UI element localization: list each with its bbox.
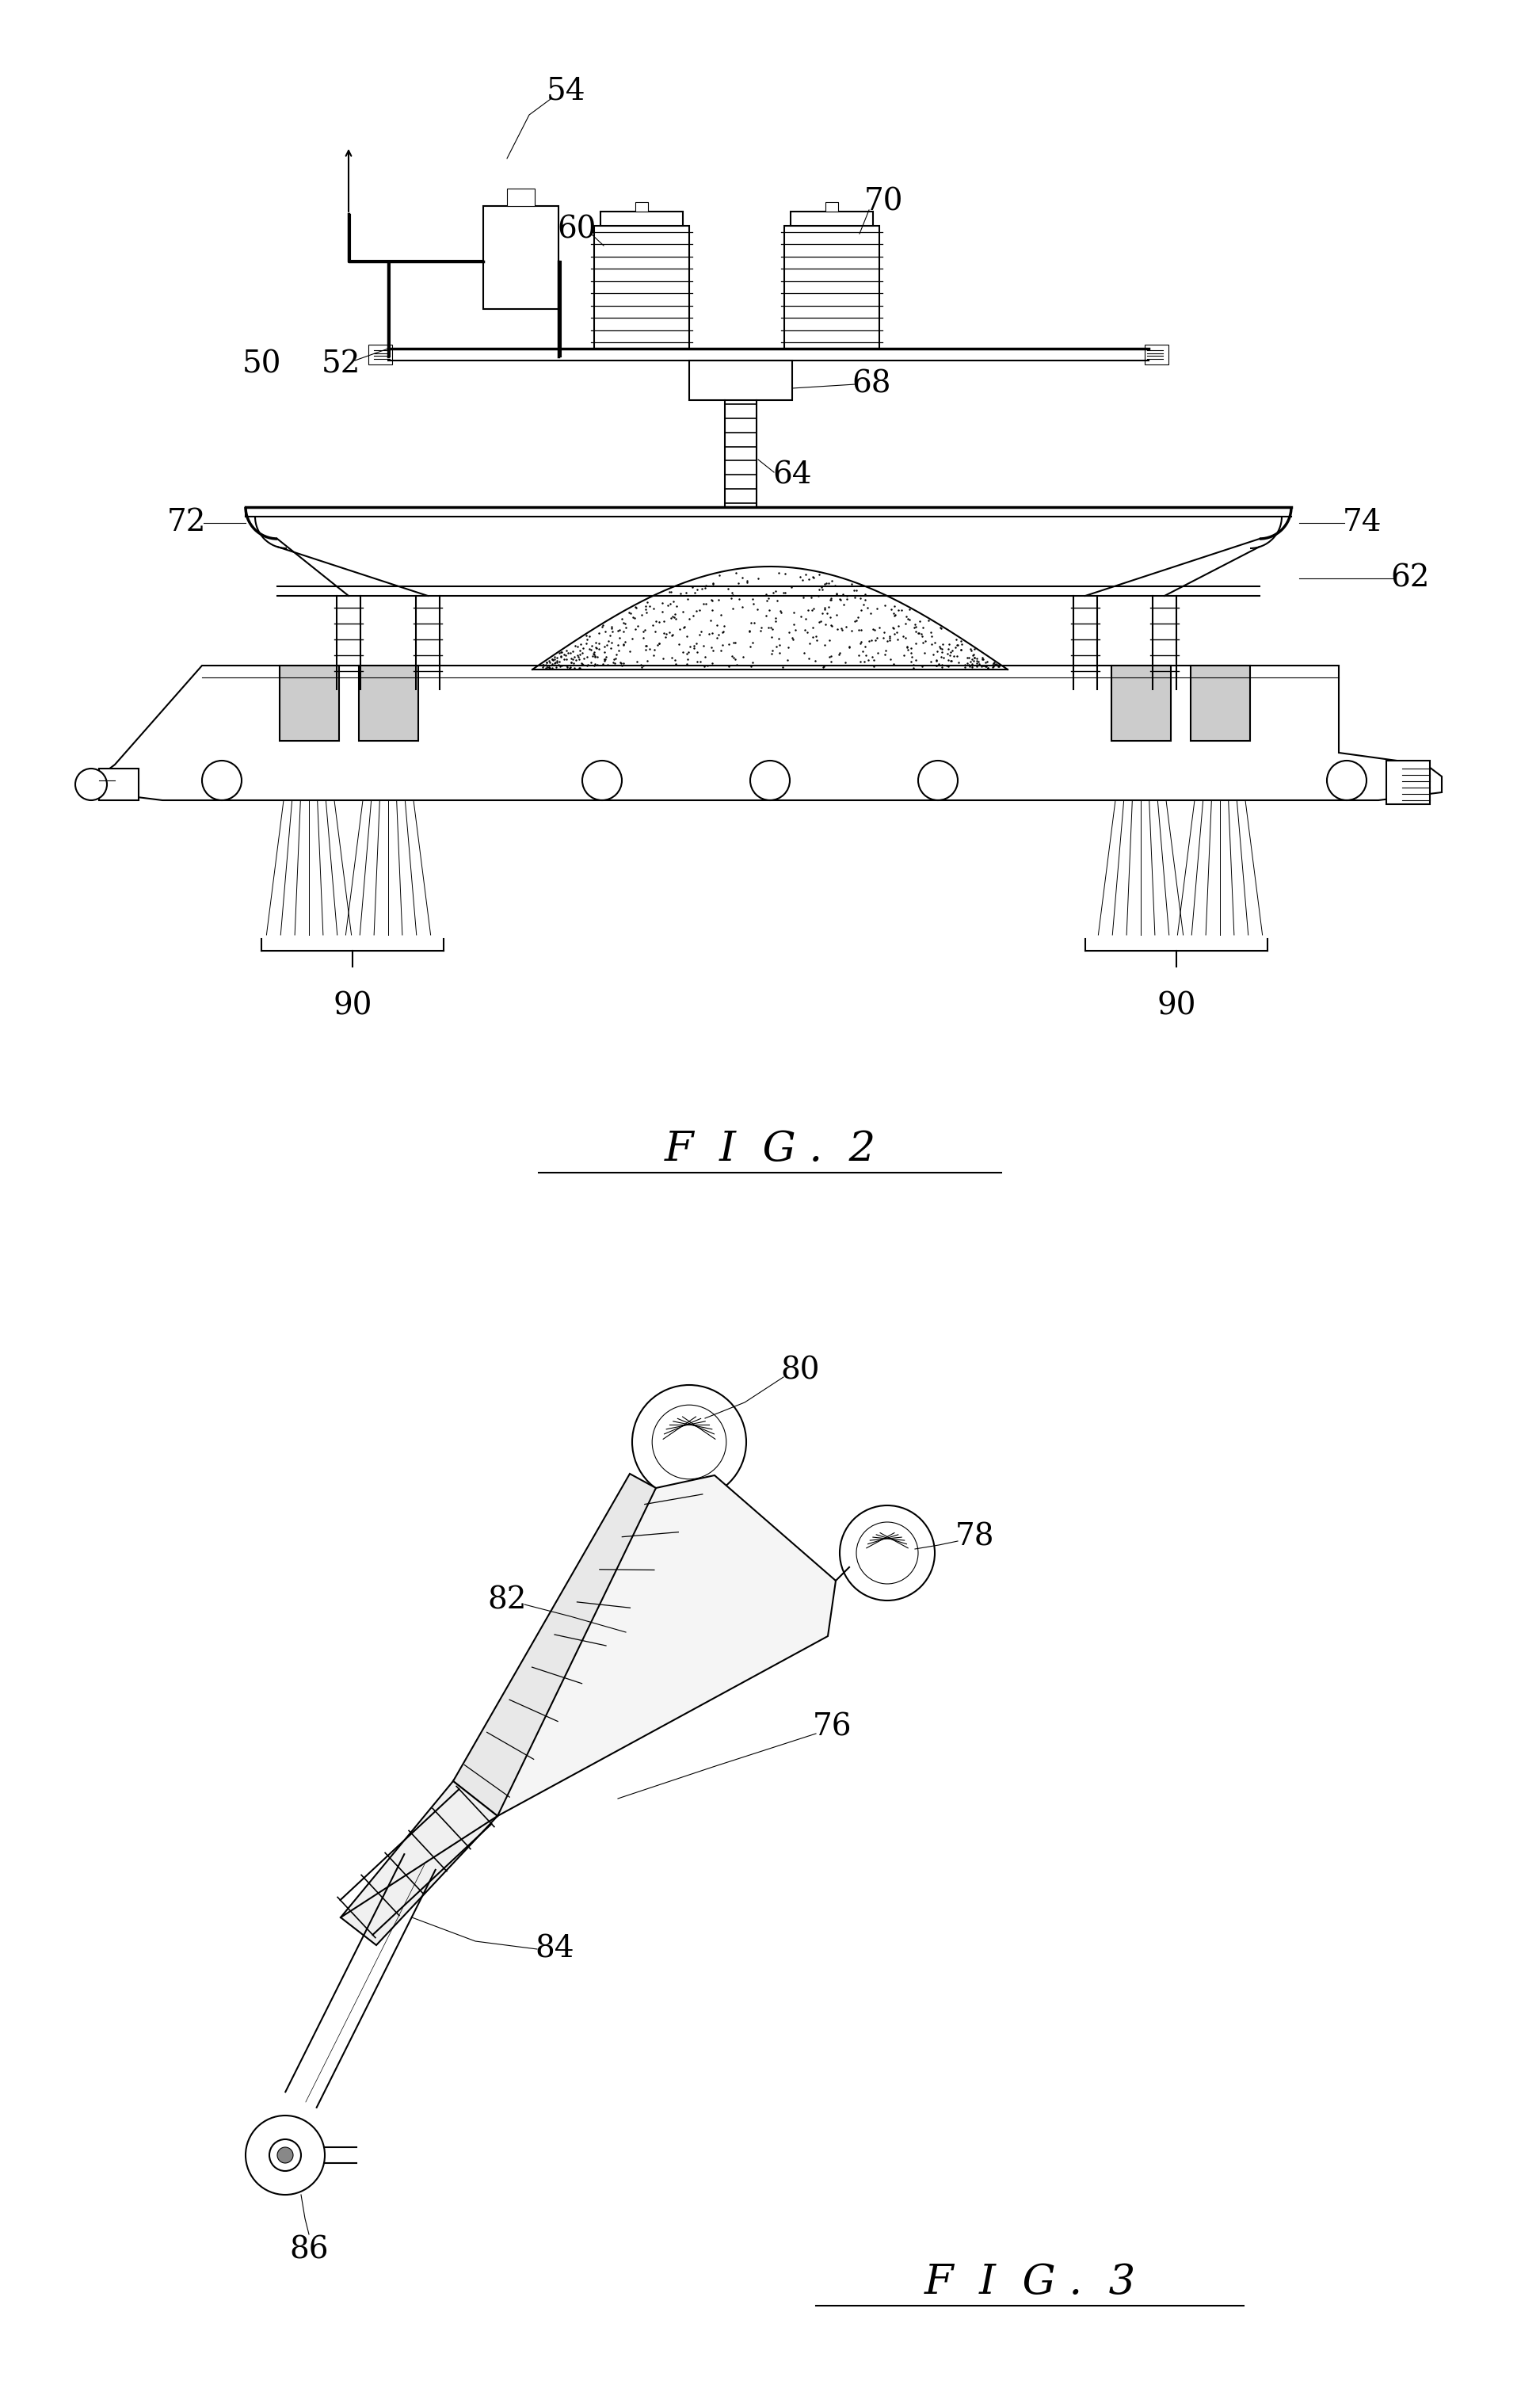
Bar bbox=[636, 201, 648, 211]
Circle shape bbox=[856, 1521, 918, 1584]
Bar bbox=[1112, 666, 1170, 740]
Text: 84: 84 bbox=[534, 1934, 574, 1965]
Bar bbox=[484, 206, 559, 309]
Text: 72: 72 bbox=[166, 508, 206, 537]
Circle shape bbox=[277, 2147, 293, 2164]
Bar bbox=[825, 201, 838, 211]
Text: 62: 62 bbox=[1391, 563, 1429, 594]
Bar bbox=[1386, 760, 1429, 805]
Text: 60: 60 bbox=[557, 216, 596, 244]
Polygon shape bbox=[453, 1476, 836, 1816]
Circle shape bbox=[1150, 690, 1178, 719]
Text: 54: 54 bbox=[547, 77, 587, 105]
Bar bbox=[790, 211, 873, 225]
Polygon shape bbox=[340, 1780, 497, 1946]
Bar bbox=[1190, 666, 1250, 740]
Bar bbox=[594, 225, 690, 350]
Text: F  I  G .  3: F I G . 3 bbox=[924, 2262, 1135, 2303]
Bar bbox=[368, 345, 393, 364]
Polygon shape bbox=[453, 1474, 656, 1816]
Text: 74: 74 bbox=[1343, 508, 1383, 537]
Circle shape bbox=[334, 690, 363, 719]
Circle shape bbox=[631, 1385, 747, 1500]
Text: 80: 80 bbox=[781, 1356, 819, 1385]
Bar bbox=[690, 359, 792, 400]
Text: 68: 68 bbox=[852, 369, 892, 400]
Text: 76: 76 bbox=[812, 1713, 852, 1742]
Text: 64: 64 bbox=[773, 460, 812, 491]
Bar bbox=[99, 769, 139, 800]
Circle shape bbox=[270, 2140, 300, 2171]
Text: 70: 70 bbox=[864, 187, 902, 216]
Text: 90: 90 bbox=[1157, 992, 1197, 1021]
Circle shape bbox=[75, 769, 106, 800]
Bar bbox=[601, 211, 682, 225]
Circle shape bbox=[245, 2116, 325, 2195]
Text: 86: 86 bbox=[290, 2235, 328, 2264]
Bar bbox=[359, 666, 419, 740]
Text: 82: 82 bbox=[487, 1586, 527, 1615]
Bar bbox=[784, 225, 879, 350]
Circle shape bbox=[1070, 690, 1100, 719]
Bar bbox=[1144, 345, 1169, 364]
Circle shape bbox=[414, 690, 442, 719]
Circle shape bbox=[839, 1505, 935, 1601]
Text: 78: 78 bbox=[955, 1521, 993, 1553]
Text: 90: 90 bbox=[333, 992, 373, 1021]
Text: 52: 52 bbox=[320, 350, 360, 379]
Text: F  I  G .  2: F I G . 2 bbox=[664, 1129, 876, 1169]
Bar bbox=[507, 189, 534, 206]
Text: 50: 50 bbox=[242, 350, 280, 379]
Circle shape bbox=[651, 1404, 727, 1478]
Polygon shape bbox=[99, 666, 1441, 800]
Bar bbox=[280, 666, 339, 740]
